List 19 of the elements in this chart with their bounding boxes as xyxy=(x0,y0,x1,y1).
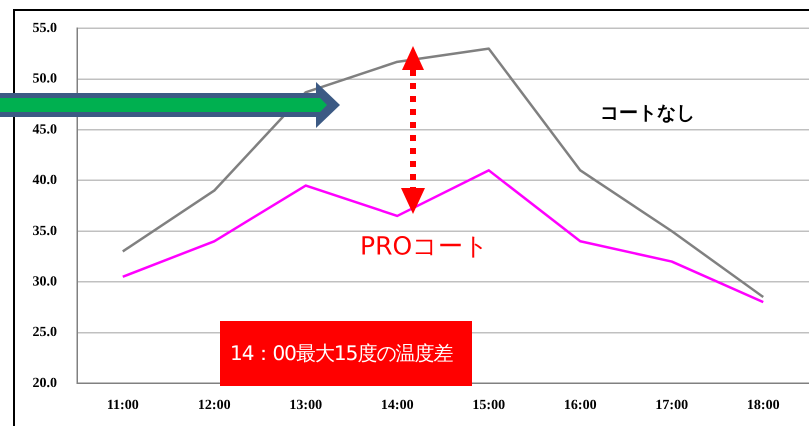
x-tick-label: 11:00 xyxy=(106,398,139,414)
x-tick-label: 16:00 xyxy=(564,398,597,414)
y-tick-label: 20.0 xyxy=(32,376,57,391)
series-label: PROコート xyxy=(360,232,490,260)
y-tick-label: 45.0 xyxy=(32,122,57,138)
y-tick-label: 30.0 xyxy=(32,274,57,290)
text: コートなし xyxy=(600,102,695,124)
x-tick-label: 14:00 xyxy=(380,398,414,414)
y-tick-label: 55.0 xyxy=(32,21,57,36)
annotation: 14：00最大15度の温度差 xyxy=(230,340,452,367)
x-tick-label: 18:00 xyxy=(746,398,780,414)
y-tick-label: 35.0 xyxy=(32,224,57,239)
y-tick-label: 50.0 xyxy=(32,72,57,87)
y-tick-label: 40.0 xyxy=(32,173,57,188)
y-tick-label: 25.0 xyxy=(32,325,57,340)
x-tick-label: 13:00 xyxy=(289,398,322,414)
x-tick-label: 15:00 xyxy=(472,398,506,414)
x-tick-label: 12:00 xyxy=(198,398,231,414)
x-tick-label: 17:00 xyxy=(655,398,688,414)
